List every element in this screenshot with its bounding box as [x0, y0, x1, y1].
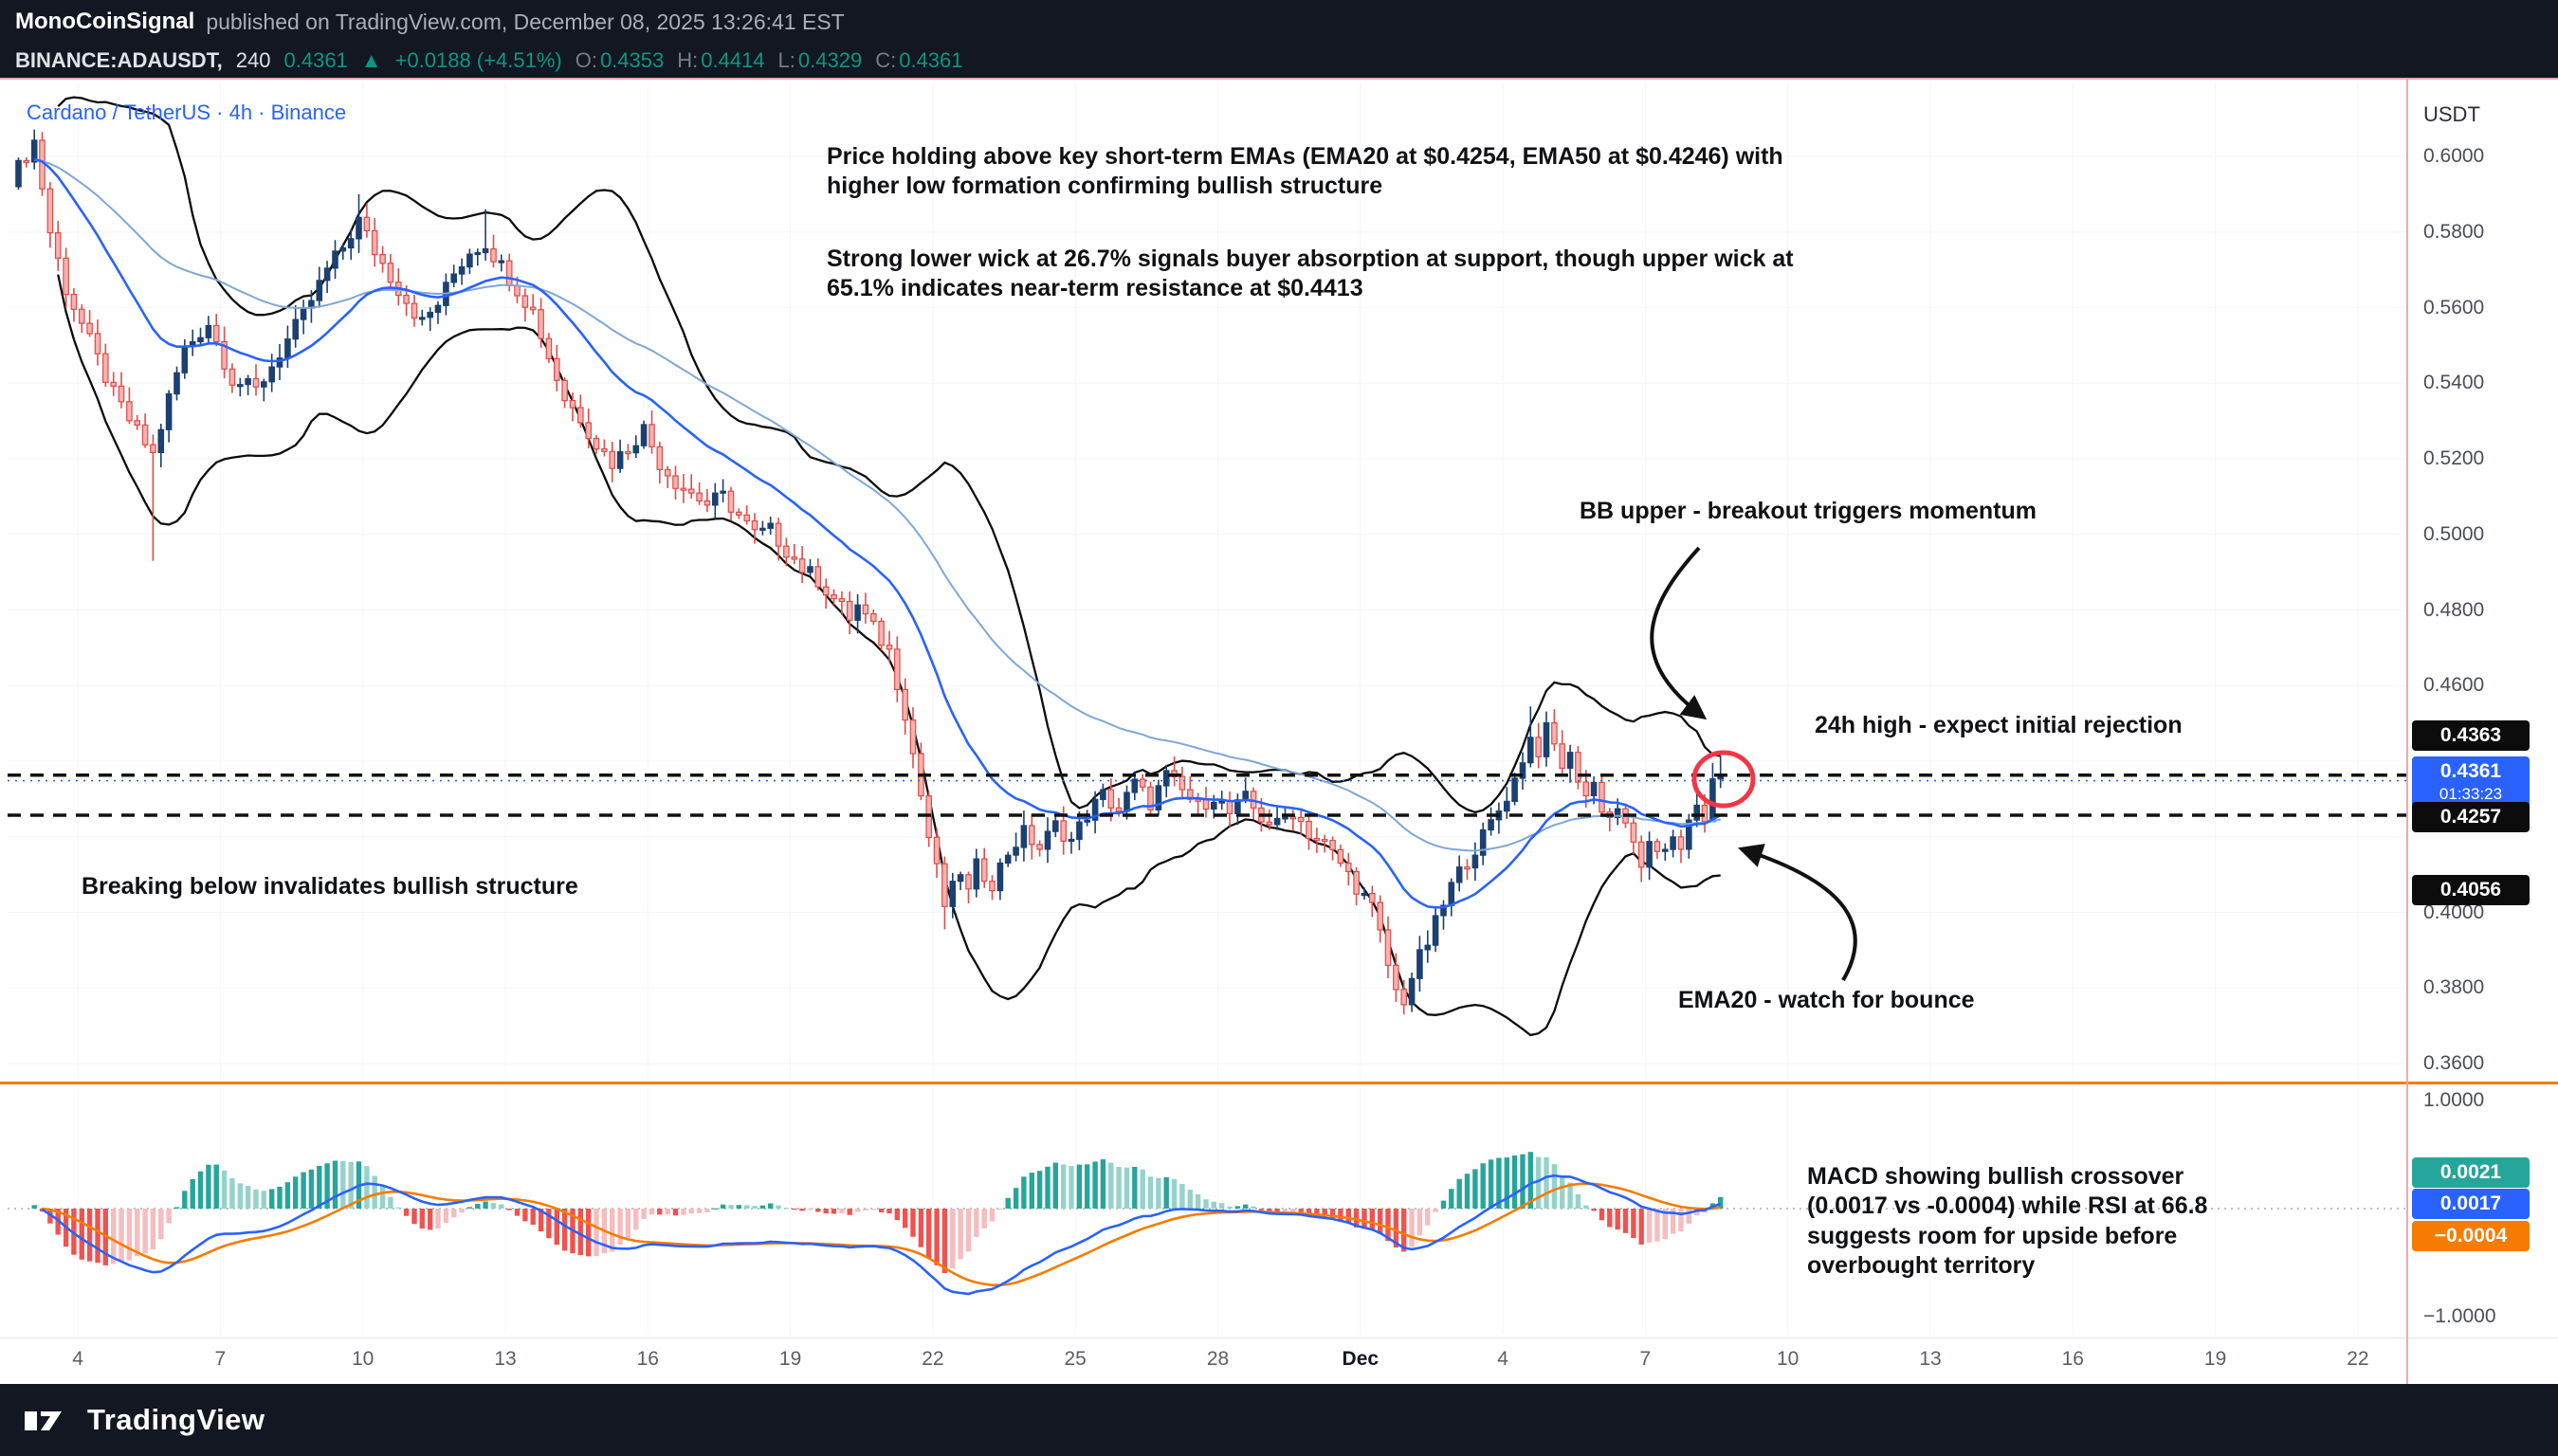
annotation-bb-upper: BB upper - breakout triggers momentum	[1580, 498, 2037, 524]
close-label: C:	[875, 48, 897, 72]
close-value: 0.4361	[899, 48, 963, 72]
ohlc-close: C: 0.4361	[875, 48, 962, 73]
time-label: 16	[636, 1348, 659, 1370]
up-arrow-icon: ▲	[360, 48, 382, 72]
symbol-bar: BINANCE:ADAUSDT, 240 0.4361 ▲ +0.0188 (+…	[0, 44, 2558, 78]
price-tick-label: 0.5000	[2423, 522, 2485, 545]
macd-histogram-badge: 0.0021	[2412, 1157, 2530, 1189]
annotation-ema-note: Price holding above key short-term EMAs …	[827, 143, 1783, 200]
interval-label[interactable]: 240	[235, 48, 271, 72]
price-tick-label: 0.4000	[2423, 901, 2485, 923]
high-value: 0.4414	[701, 48, 765, 72]
price-axis-border	[2406, 78, 2408, 1384]
time-label: 19	[2203, 1348, 2227, 1370]
last-price: 0.4361	[283, 48, 348, 72]
time-label: 7	[1639, 1348, 1652, 1370]
price-tick-label: 0.5600	[2423, 296, 2485, 318]
macd-signal-badge: −0.0004	[2412, 1221, 2530, 1252]
price-tick-label: 0.3600	[2423, 1052, 2485, 1074]
time-label: 19	[778, 1348, 802, 1370]
panel-separator[interactable]	[0, 1082, 2558, 1084]
price-tick-label: 0.5200	[2423, 447, 2485, 469]
macd-tick-label: −1.0000	[2423, 1305, 2496, 1327]
low-label: L:	[777, 48, 795, 72]
price-badge-24h-high: 0.4363	[2412, 720, 2530, 752]
last-price-badge: 0.4361 01:33:23	[2412, 756, 2530, 808]
ohlc-low: L: 0.4329	[778, 48, 863, 73]
time-label: 22	[2347, 1348, 2369, 1370]
time-label: 28	[1206, 1348, 1230, 1370]
time-label: 4	[1497, 1348, 1508, 1370]
ohlc-high: H: 0.4414	[677, 48, 764, 73]
time-label: 10	[352, 1348, 375, 1370]
low-value: 0.4329	[797, 48, 863, 72]
price-tick-label: 0.5400	[2423, 372, 2485, 394]
annotation-wick-note: Strong lower wick at 26.7% signals buyer…	[827, 246, 1794, 302]
ohlc-open: O: 0.4353	[576, 48, 665, 73]
price-tick-label: 0.3800	[2423, 976, 2485, 999]
macd-line-badge: 0.0017	[2412, 1189, 2530, 1220]
annotation-24h-high: 24h high - expect initial rejection	[1815, 712, 2183, 738]
price-badge-support: 0.4257	[2412, 802, 2530, 833]
time-label: 13	[1919, 1348, 1942, 1370]
price-tick-label: 0.4600	[2423, 674, 2485, 697]
publish-bar: MonoCoinSignal published on TradingView.…	[0, 0, 2558, 44]
time-label: 4	[72, 1348, 83, 1370]
annotation-macd-note: MACD showing bullish crossover (0.0017 v…	[1807, 1163, 2208, 1279]
chart-legend-title[interactable]: Cardano / TetherUS · 4h · Binance	[27, 100, 347, 124]
price-change: +0.0188 (+4.51%)	[394, 48, 562, 72]
publisher-name[interactable]: MonoCoinSignal	[15, 9, 195, 34]
price-tick-label: 0.6000	[2423, 145, 2485, 167]
symbol-name[interactable]: BINANCE:ADAUSDT,	[15, 48, 223, 72]
time-label: 7	[214, 1348, 227, 1370]
price-tick-label: 0.5800	[2423, 220, 2485, 243]
open-label: O:	[575, 48, 597, 72]
price-tick-label: 0.4800	[2423, 598, 2485, 621]
footer-bar: TradingView	[0, 1384, 2558, 1456]
chart-top-border	[0, 78, 2558, 80]
price-axis-unit: USDT	[2423, 102, 2480, 126]
macd-tick-label: 1.0000	[2423, 1089, 2485, 1111]
time-label: 13	[494, 1348, 517, 1370]
time-label: 16	[2061, 1348, 2084, 1370]
time-label: 25	[1064, 1348, 1087, 1370]
time-label: Dec	[1342, 1348, 1379, 1370]
time-label: 10	[1777, 1348, 1800, 1370]
open-value: 0.4353	[599, 48, 665, 72]
time-label: 22	[922, 1348, 944, 1370]
publish-info: published on TradingView.com, December 0…	[206, 9, 845, 34]
annotation-invalidate: Breaking below invalidates bullish struc…	[82, 873, 578, 900]
tradingview-brand-text[interactable]: TradingView	[87, 1403, 265, 1436]
high-label: H:	[677, 48, 699, 72]
tradingview-logo-icon[interactable]	[23, 1404, 72, 1436]
annotation-ema20: EMA20 - watch for bounce	[1678, 987, 1975, 1013]
price-badge-lower-level: 0.4056	[2412, 875, 2530, 906]
